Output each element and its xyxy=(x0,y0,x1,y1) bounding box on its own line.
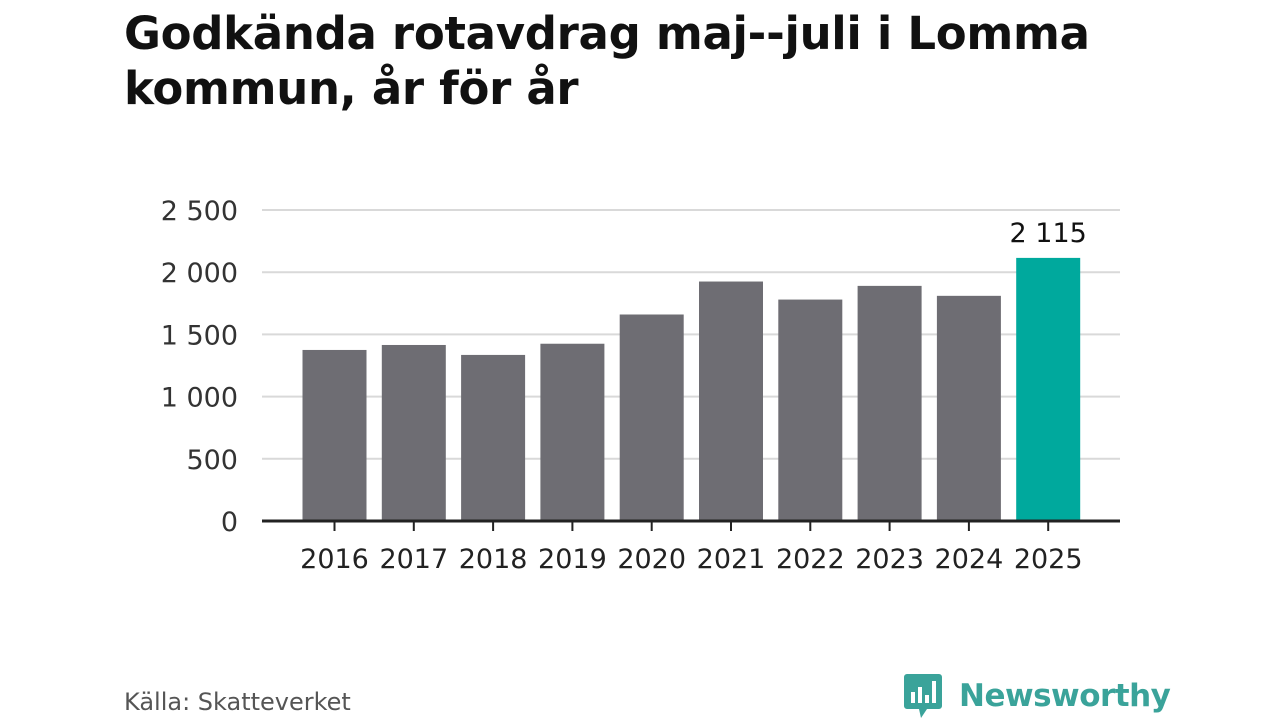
x-tick-label: 2018 xyxy=(459,544,528,575)
chart-title: Godkända rotavdrag maj--juli i Lomma kom… xyxy=(124,6,1164,116)
bar-2019 xyxy=(540,343,605,521)
y-axis-tick-labels: 0 500 1 000 1 500 2 000 2 500 xyxy=(161,196,238,538)
brand-name: Newsworthy xyxy=(959,678,1171,714)
x-tick-label: 2020 xyxy=(617,544,686,575)
y-tick-label: 500 xyxy=(186,445,238,476)
x-tick-label: 2023 xyxy=(855,544,924,575)
brand-logo[interactable]: Newsworthy xyxy=(903,672,1171,720)
y-tick-label: 1 500 xyxy=(161,320,238,351)
bar-2017 xyxy=(381,344,446,521)
bar-2020 xyxy=(619,314,684,521)
y-tick-label: 0 xyxy=(221,507,238,538)
x-tick-label: 2021 xyxy=(697,544,766,575)
y-tick-label: 1 000 xyxy=(161,383,238,414)
x-axis xyxy=(262,519,1120,531)
x-tick-label: 2019 xyxy=(538,544,607,575)
x-axis-tick-labels: 2016 2017 2018 2019 2020 2021 2022 2023 2024 2025 xyxy=(300,544,1082,575)
title-line-1: Godkända rotavdrag maj--juli i Lomma xyxy=(124,7,1090,60)
x-tick-label: 2016 xyxy=(300,544,369,575)
bar-2025 xyxy=(1016,257,1081,521)
bars xyxy=(302,257,1081,521)
data-labels: 2 115 xyxy=(1010,218,1087,249)
bar-2023 xyxy=(857,285,922,521)
bar-2022 xyxy=(778,299,843,521)
newsworthy-logo-icon xyxy=(904,674,942,718)
y-tick-label: 2 000 xyxy=(161,258,238,289)
data-label: 2 115 xyxy=(1010,218,1087,249)
title-line-2: kommun, år för år xyxy=(124,62,579,115)
source-note: Källa: Skatteverket xyxy=(124,688,351,716)
x-tick-label: 2022 xyxy=(776,544,845,575)
bar-2018 xyxy=(461,354,526,521)
x-tick-label: 2025 xyxy=(1014,544,1083,575)
bar-2024 xyxy=(936,295,1001,521)
bar-2021 xyxy=(699,281,763,521)
x-tick-label: 2017 xyxy=(379,544,448,575)
bar-2016 xyxy=(302,349,367,521)
x-tick-label: 2024 xyxy=(935,544,1004,575)
y-tick-label: 2 500 xyxy=(161,196,238,227)
